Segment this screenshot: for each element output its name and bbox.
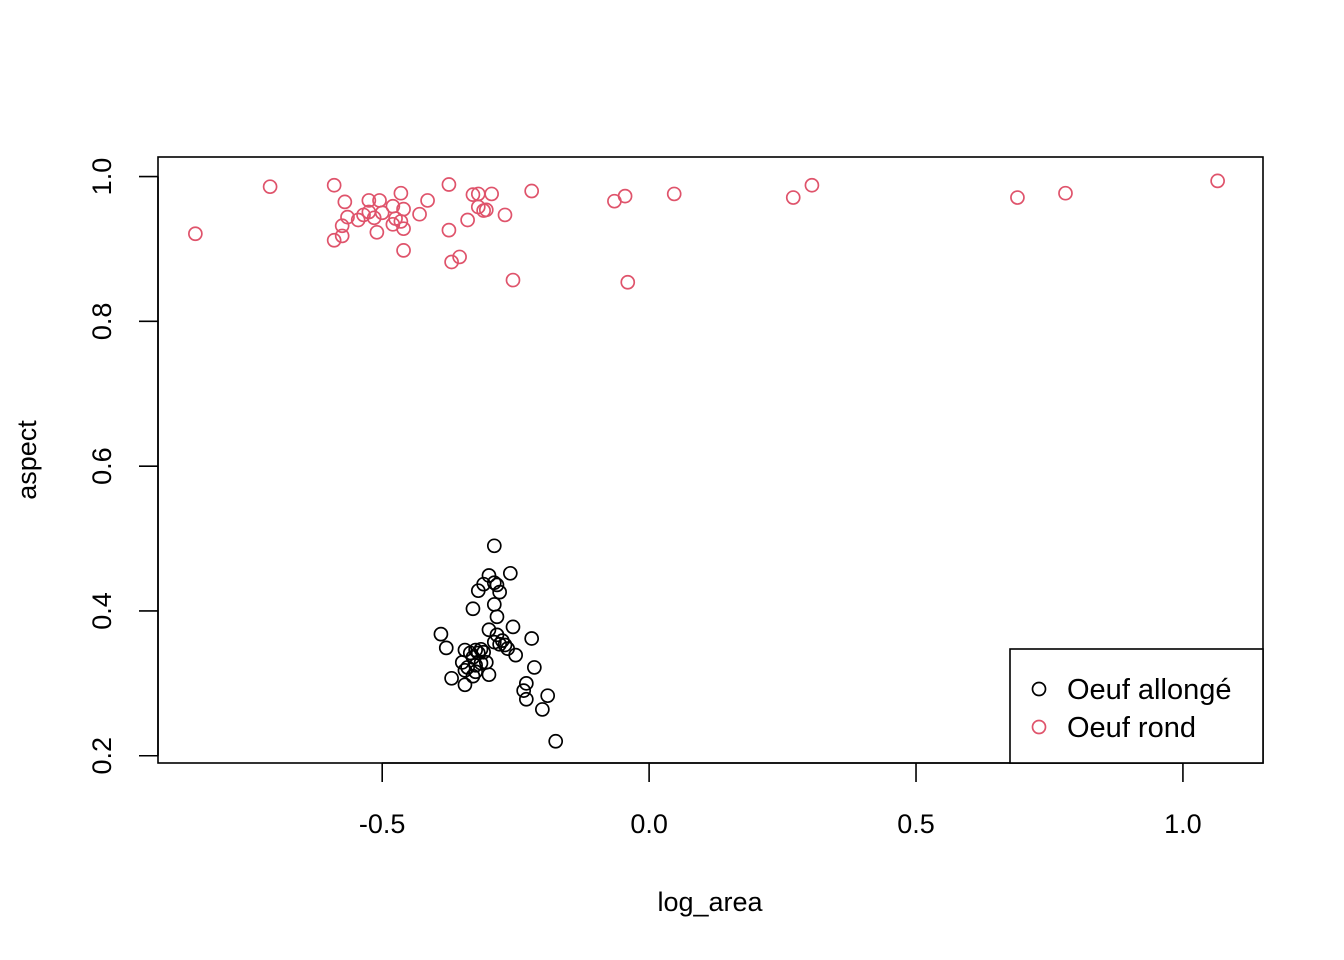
data-point	[804, 177, 820, 193]
x-tick-label: 0.0	[630, 809, 668, 839]
data-point	[460, 212, 475, 228]
data-point	[481, 622, 497, 638]
y-tick-label: 0.8	[87, 303, 117, 341]
data-point	[350, 212, 366, 228]
data-point	[489, 577, 505, 593]
data-points	[188, 173, 1225, 749]
data-point	[524, 183, 540, 199]
data-point	[548, 733, 564, 749]
data-point	[497, 637, 513, 653]
data-point	[393, 185, 409, 201]
data-point	[478, 202, 494, 218]
data-point	[374, 205, 390, 221]
data-point	[361, 193, 377, 208]
series-2	[188, 173, 1225, 290]
data-point	[356, 207, 371, 223]
legend-label: Oeuf allongé	[1067, 674, 1231, 706]
data-point	[470, 583, 486, 599]
legend-marker	[1031, 719, 1047, 735]
y-tick-label: 0.6	[87, 447, 117, 485]
legend: Oeuf allongé Oeuf rond	[1009, 648, 1264, 764]
data-point	[540, 688, 556, 704]
data-point	[484, 186, 499, 202]
data-point	[366, 210, 382, 226]
x-axis-label: log_area	[657, 887, 763, 917]
data-point	[534, 702, 550, 717]
data-point	[457, 677, 473, 693]
data-point	[433, 626, 449, 642]
data-point	[334, 228, 350, 244]
data-point	[1210, 173, 1225, 189]
data-point	[369, 224, 385, 240]
data-point	[785, 190, 801, 205]
data-point	[516, 683, 532, 698]
data-point	[454, 655, 470, 670]
data-point	[607, 193, 622, 209]
data-point	[489, 609, 505, 625]
y-tick-label: 1.0	[87, 158, 117, 196]
data-point	[337, 194, 353, 210]
data-point	[441, 177, 457, 192]
x-axis: -0.5 0.0 0.5 1.0	[359, 762, 1202, 839]
data-point	[444, 254, 459, 270]
data-point	[620, 274, 636, 290]
data-point	[1010, 190, 1025, 205]
data-point	[505, 272, 521, 288]
data-point	[441, 222, 457, 238]
x-tick-label: -0.5	[359, 809, 406, 839]
data-point	[505, 619, 521, 635]
x-tick-label: 1.0	[1164, 809, 1202, 839]
x-tick-label: 0.5	[897, 809, 935, 839]
data-point	[396, 243, 411, 258]
y-tick-label: 0.2	[87, 737, 117, 775]
data-point	[486, 538, 502, 554]
data-point	[492, 636, 507, 652]
data-point	[452, 249, 467, 265]
data-point	[492, 584, 507, 600]
data-point	[666, 186, 682, 202]
data-point	[334, 218, 350, 234]
y-axis-label: aspect	[12, 420, 42, 500]
data-point	[465, 187, 481, 202]
data-point	[486, 597, 502, 612]
data-point	[1058, 185, 1073, 201]
data-point	[393, 214, 409, 229]
series-1	[433, 538, 564, 749]
data-point	[188, 226, 203, 242]
data-point	[420, 193, 435, 208]
data-point	[326, 232, 342, 248]
data-point	[412, 206, 427, 222]
legend-box	[1009, 648, 1264, 764]
data-point	[508, 647, 524, 663]
data-point	[526, 660, 542, 675]
data-point	[518, 691, 534, 707]
data-point	[444, 670, 459, 686]
y-tick-label: 0.4	[87, 592, 117, 630]
data-point	[497, 207, 513, 223]
data-point	[481, 667, 497, 683]
data-point	[326, 177, 342, 193]
data-point	[465, 601, 481, 617]
data-point	[262, 179, 278, 195]
data-point	[502, 565, 518, 581]
data-point	[465, 668, 481, 684]
legend-marker	[1031, 681, 1047, 697]
data-point	[518, 676, 534, 691]
data-point	[524, 631, 540, 646]
data-point	[438, 640, 454, 656]
data-point	[396, 221, 411, 237]
y-axis: 0.2 0.4 0.6 0.8 1.0	[87, 158, 159, 775]
legend-label: Oeuf rond	[1067, 712, 1196, 744]
